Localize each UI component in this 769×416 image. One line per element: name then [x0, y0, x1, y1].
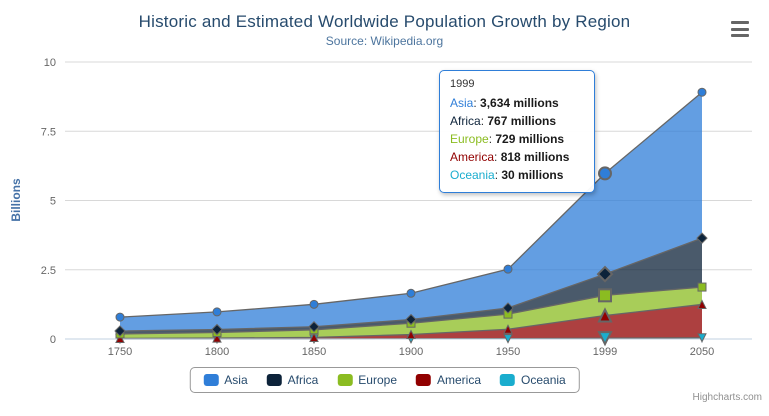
- legend: Asia Africa Europe America Oceania: [189, 367, 580, 393]
- marker-asia-1900[interactable]: [406, 288, 416, 298]
- marker-asia-2050[interactable]: [697, 87, 707, 97]
- tooltip-series-name: Africa: [450, 114, 481, 128]
- legend-label: Europe: [358, 373, 398, 387]
- marker-africa-1800[interactable]: [211, 323, 223, 336]
- x-axis-label: 1850: [302, 346, 326, 358]
- marker-asia-1999[interactable]: [598, 166, 612, 181]
- tooltip-series-name: Oceania: [450, 168, 495, 182]
- y-axis-label: 10: [44, 57, 56, 69]
- marker-oceania-2050[interactable]: [697, 333, 707, 343]
- marker-africa-2050[interactable]: [696, 232, 708, 244]
- tooltip-row: Africa: 767 millions: [450, 114, 557, 128]
- legend-label: Asia: [224, 373, 248, 387]
- x-axis-label: 2050: [690, 346, 714, 358]
- legend-swatch: [500, 374, 516, 386]
- marker-oceania-1950[interactable]: [503, 334, 513, 344]
- marker-america-1750[interactable]: [115, 333, 125, 343]
- legend-item-africa[interactable]: Africa: [266, 373, 319, 387]
- x-axis-label: 1800: [205, 346, 229, 358]
- tooltip-header: 1999: [450, 78, 475, 90]
- y-axis-label: 0: [50, 334, 56, 346]
- marker-america-1999[interactable]: [597, 307, 613, 323]
- tooltip-row: Oceania: 30 millions: [450, 168, 564, 182]
- chart-subtitle: Source: Wikipedia.org: [325, 34, 444, 48]
- area-asia[interactable]: [120, 92, 702, 331]
- area-america[interactable]: [120, 304, 702, 339]
- y-axis-label: 5: [50, 196, 56, 208]
- y-axis-label: 2.5: [41, 265, 56, 277]
- legend-swatch: [337, 374, 353, 386]
- marker-america-1900[interactable]: [406, 329, 416, 340]
- y-axis-label: 7.5: [41, 126, 56, 138]
- x-axis-label: 1999: [593, 346, 617, 358]
- legend-swatch: [203, 374, 219, 386]
- legend-item-asia[interactable]: Asia: [203, 373, 248, 387]
- marker-europe-2050[interactable]: [697, 282, 707, 292]
- x-axis-label: 1900: [399, 346, 423, 358]
- marker-africa-1950[interactable]: [502, 302, 514, 314]
- tooltip-row: Europe: 729 millions: [450, 132, 565, 146]
- legend-item-oceania[interactable]: Oceania: [500, 373, 566, 387]
- marker-europe-1999[interactable]: [598, 288, 612, 303]
- marker-america-1850[interactable]: [309, 332, 319, 342]
- marker-africa-1850[interactable]: [308, 321, 320, 333]
- legend-item-europe[interactable]: Europe: [337, 373, 397, 387]
- area-africa[interactable]: [120, 238, 702, 334]
- credits-link[interactable]: Highcharts.com: [692, 392, 762, 403]
- tooltip-value: 729 millions: [495, 132, 565, 146]
- marker-africa-1999[interactable]: [596, 265, 614, 283]
- tooltip-value: 3,634 millions: [480, 96, 559, 110]
- tooltip-value: 818 millions: [500, 150, 570, 164]
- tooltip: 1999 Asia: 3,634 millions Africa: 767 mil…: [439, 70, 595, 193]
- tooltip-series-name: America: [450, 150, 495, 164]
- tooltip-row: Asia: 3,634 millions: [450, 96, 559, 110]
- x-axis-label: 1950: [496, 346, 520, 358]
- marker-asia-1950[interactable]: [503, 264, 513, 274]
- legend-swatch: [266, 374, 282, 386]
- tooltip-value: 30 millions: [501, 168, 564, 182]
- hamburger-icon: [731, 34, 749, 37]
- hamburger-icon: [731, 21, 749, 24]
- hamburger-icon: [731, 27, 749, 31]
- legend-label: Africa: [287, 373, 319, 387]
- tooltip-row: America: 818 millions: [450, 150, 570, 164]
- marker-africa-1900[interactable]: [405, 313, 417, 326]
- marker-america-2050[interactable]: [697, 299, 707, 309]
- export-menu-button[interactable]: [731, 21, 749, 37]
- marker-oceania-1999[interactable]: [597, 331, 613, 347]
- tooltip-series-name: Europe: [450, 132, 489, 146]
- marker-asia-1750[interactable]: [115, 312, 125, 322]
- marker-america-1800[interactable]: [212, 332, 222, 343]
- marker-america-1950[interactable]: [503, 324, 513, 334]
- tooltip-value: 767 millions: [487, 114, 557, 128]
- marker-asia-1800[interactable]: [212, 307, 222, 317]
- legend-label: Oceania: [521, 373, 566, 387]
- tooltip-series-name: Asia: [450, 96, 474, 110]
- chart-title: Historic and Estimated Worldwide Populat…: [138, 12, 631, 31]
- legend-item-america[interactable]: America: [416, 373, 481, 387]
- marker-africa-1750[interactable]: [114, 325, 126, 337]
- legend-swatch: [416, 374, 432, 386]
- marker-asia-1850[interactable]: [309, 299, 319, 309]
- legend-label: America: [437, 373, 482, 387]
- x-axis-label: 1750: [108, 346, 132, 358]
